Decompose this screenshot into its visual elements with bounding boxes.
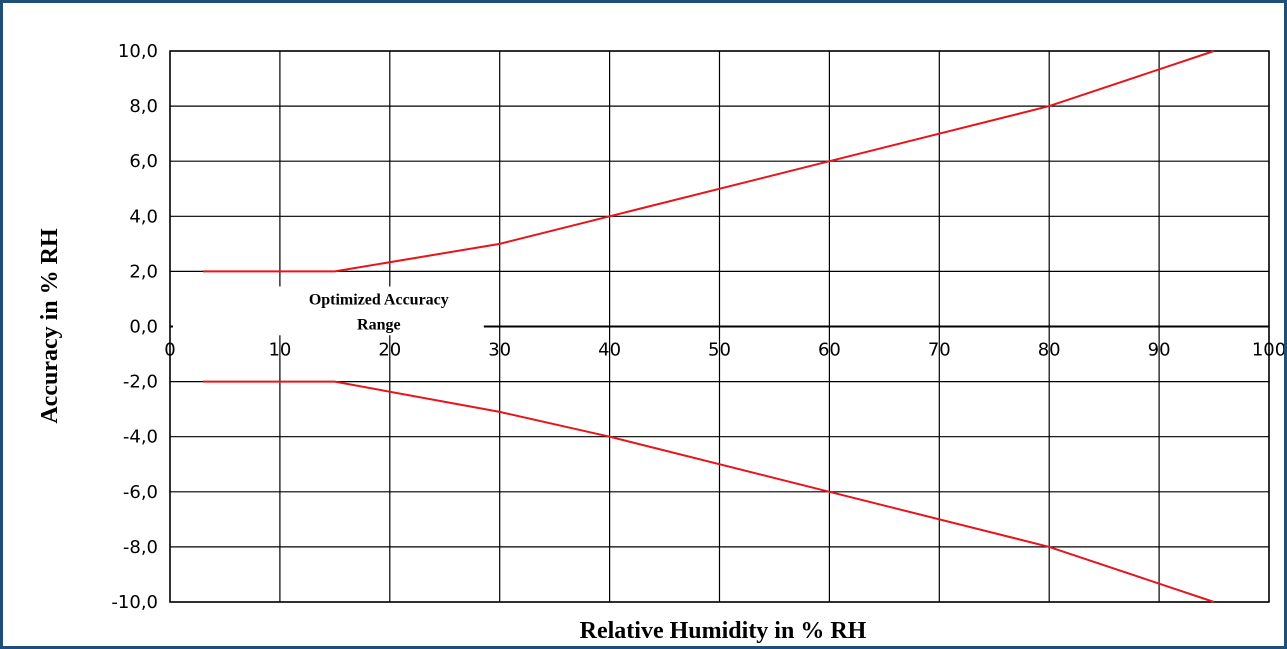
y-tick-label: -4,0 (123, 427, 158, 448)
y-tick-labels: 10,0 8,0 6,0 4,0 2,0 0,0 -2,0 -4,0 -6,0 -8,0 -10,0 (111, 41, 158, 613)
y-tick-label: -2,0 (123, 372, 158, 393)
x-tick-label: 90 (1148, 340, 1171, 361)
y-tick-label: -10,0 (111, 592, 158, 613)
grid-lines (169, 50, 1270, 603)
y-tick-label: 8,0 (129, 96, 158, 117)
y-tick-label: 6,0 (129, 151, 158, 172)
annotation: Optimized Accuracy Range (173, 286, 484, 336)
y-tick-label: 0,0 (129, 317, 158, 338)
x-tick-label: 0 (164, 340, 175, 361)
annotation-line-2: Range (357, 316, 401, 333)
x-tick-label: 60 (818, 340, 841, 361)
x-tick-label: 70 (928, 340, 951, 361)
y-tick-label: 4,0 (129, 206, 158, 227)
x-tick-label: 40 (598, 340, 621, 361)
x-tick-label: 50 (708, 340, 731, 361)
x-tick-label: 30 (488, 340, 511, 361)
x-axis-title: Relative Humidity in % RH (580, 618, 867, 644)
x-tick-label: 80 (1038, 340, 1061, 361)
accuracy-chart: 10,0 8,0 6,0 4,0 2,0 0,0 -2,0 -4,0 -6,0 -8,0 -10,0… (37, 41, 1284, 644)
x-tick-label: 100 (1252, 340, 1284, 361)
y-tick-label: 10,0 (118, 41, 158, 62)
x-tick-labels: 0 10 20 30 40 50 60 70 80 90 100 (164, 340, 1284, 361)
series-line (202, 50, 1215, 273)
x-tick-label: 10 (268, 340, 291, 361)
annotation-background (173, 286, 484, 336)
series-lines (202, 50, 1215, 603)
y-tick-label: -6,0 (123, 482, 158, 503)
x-tick-label: 20 (378, 340, 401, 361)
series-line (202, 380, 1215, 603)
annotation-line-1: Optimized Accuracy (309, 291, 449, 308)
y-tick-label: -8,0 (123, 537, 158, 558)
y-axis-title: Accuracy in % RH (37, 228, 63, 424)
y-tick-label: 2,0 (129, 261, 158, 282)
